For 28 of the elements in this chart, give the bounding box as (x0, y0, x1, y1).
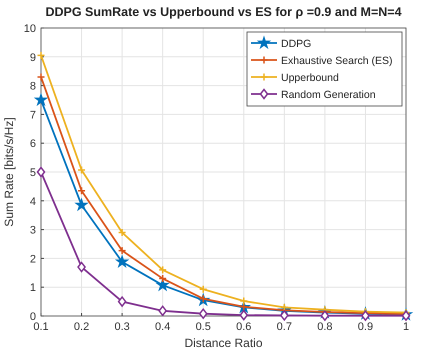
x-tick-label: 0.5 (196, 321, 211, 333)
y-tick-label: 2 (30, 253, 36, 266)
legend-label: Random Generation (281, 89, 376, 101)
x-tick-label: 0.7 (276, 321, 292, 333)
y-tick-label: 8 (30, 80, 36, 93)
x-tick-label: 0.4 (155, 321, 170, 333)
x-tick-label: 0.8 (317, 321, 333, 333)
legend-label: Exhaustive Search (ES) (281, 55, 392, 67)
y-tick-label: 4 (30, 196, 36, 208)
y-tick-label: 3 (30, 224, 36, 237)
x-tick-label: 0.3 (114, 321, 130, 333)
y-tick-label: 0 (30, 311, 36, 323)
x-tick-label: 0.1 (33, 321, 49, 333)
y-tick-label: 1 (30, 282, 36, 294)
x-tick-label: 0.6 (236, 321, 252, 333)
y-axis-title: Sum Rate [bits/s/Hz] (2, 117, 16, 227)
y-tick-label: 6 (30, 138, 36, 150)
x-tick-label: 1 (402, 321, 410, 333)
y-tick-label: 7 (30, 109, 36, 122)
y-tick-label: 10 (24, 23, 36, 35)
legend-label: DDPG (281, 38, 312, 50)
chart-title: DDPG SumRate vs Upperbound vs ES for ρ =0.9 and M=N=4 (45, 5, 402, 19)
legend-label: Upperbound (281, 72, 339, 84)
x-axis-title: Distance Ratio (184, 336, 263, 350)
x-tick-label: 0.2 (74, 321, 90, 333)
x-tick-label: 0.9 (358, 321, 374, 333)
y-tick-label: 9 (30, 52, 36, 64)
y-tick-label: 5 (30, 167, 36, 179)
